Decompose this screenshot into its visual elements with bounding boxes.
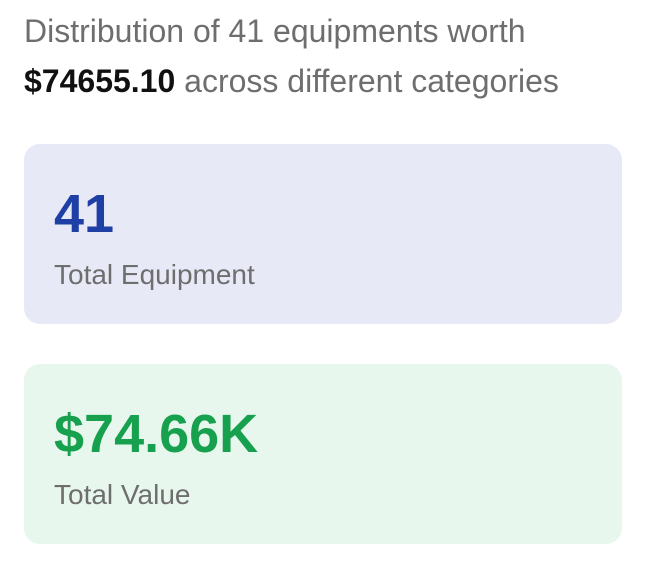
stat-value: $74.66K bbox=[54, 404, 259, 464]
summary-amount: $74655.10 bbox=[24, 63, 176, 99]
stat-card: $74.66K Total Value bbox=[24, 364, 622, 544]
summary-text: Distribution of 41 equipments worth $746… bbox=[24, 6, 624, 106]
stat-label: Total Equipment bbox=[54, 259, 255, 290]
stat-card: 41 Total Equipment bbox=[24, 144, 622, 324]
summary-tail: across different categories bbox=[184, 63, 559, 99]
summary-lead: Distribution of 41 equipments worth bbox=[24, 13, 526, 49]
stat-value: 41 bbox=[54, 184, 115, 244]
stat-label: Total Value bbox=[54, 479, 191, 510]
